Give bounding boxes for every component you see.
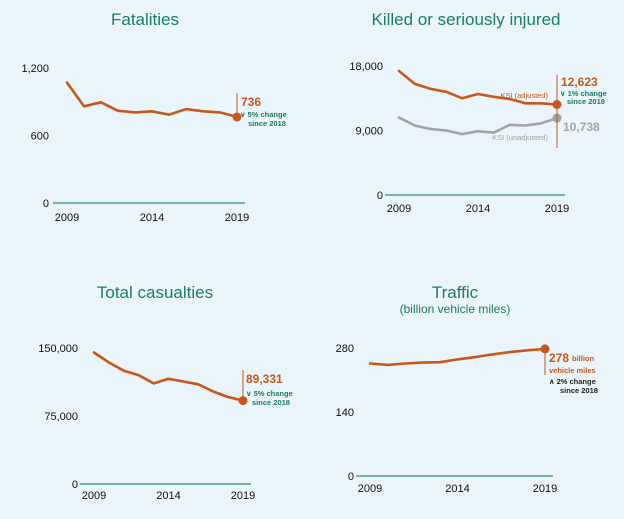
y-tick-label: 140 <box>336 407 354 419</box>
end-value-label: 278 <box>549 351 569 365</box>
change-label-since: since 2018 <box>567 97 605 106</box>
chart-title: Killed or seriously injured <box>372 10 561 29</box>
x-tick-label: 2019 <box>533 483 557 495</box>
series-line <box>397 69 559 106</box>
change-label: ∨ 5% change <box>240 110 287 119</box>
series-line <box>397 116 559 136</box>
change-label-since: since 2018 <box>252 398 290 407</box>
series-label-adjusted: KSI (adjusted) <box>500 91 548 100</box>
x-tick-label: 2014 <box>156 490 180 502</box>
series-line <box>368 347 547 367</box>
y-tick-label: 0 <box>43 198 49 210</box>
value-unit-line1: billion <box>572 354 594 363</box>
y-tick-label: 75,000 <box>44 411 78 423</box>
change-label: ∨ 5% change <box>246 389 293 398</box>
change-label: ∧ 2% change <box>549 377 596 386</box>
x-tick-label: 2014 <box>445 483 469 495</box>
grey-end-value-label: 10,738 <box>563 120 600 134</box>
chart-panel-3: Total casualties 150,000 75,000 0 2009 2014 20… <box>38 283 293 502</box>
x-tick-label: 2009 <box>358 483 382 495</box>
y-tick-label: 600 <box>31 131 49 143</box>
x-tick-label: 2009 <box>82 490 106 502</box>
chart-subtitle: (billion vehicle miles) <box>400 302 511 316</box>
chart-panel-2: Killed or seriously injured18,0009,00002… <box>349 10 606 215</box>
series-label-unadjusted: KSI (unadjusted) <box>492 133 548 142</box>
x-tick-label: 2014 <box>140 212 164 224</box>
end-value-label: 89,331 <box>246 372 283 386</box>
end-value-label: 12,623 <box>561 75 598 89</box>
x-tick-label: 2019 <box>545 203 569 215</box>
chart-panel-4: Traffic(billion vehicle miles) 280 140 0 200… <box>336 283 598 495</box>
y-tick-label: 9,000 <box>355 126 383 138</box>
change-label: ∨ 1% change <box>560 89 607 98</box>
change-label-since: since 2018 <box>560 386 598 395</box>
y-tick-label: 0 <box>377 190 383 202</box>
x-tick-label: 2019 <box>231 490 255 502</box>
series-line <box>65 81 239 119</box>
value-unit-line2: vehicle miles <box>549 366 596 375</box>
series-line <box>92 351 245 402</box>
y-tick-label: 280 <box>336 343 354 355</box>
y-tick-label: 1,200 <box>21 63 49 75</box>
chart-title: Traffic <box>432 283 479 302</box>
change-label-since: since 2018 <box>248 119 286 128</box>
x-tick-label: 2009 <box>387 203 411 215</box>
y-tick-label: 0 <box>348 471 354 483</box>
x-tick-label: 2009 <box>55 212 79 224</box>
end-value-label: 736 <box>241 95 261 109</box>
y-tick-label: 0 <box>72 479 78 491</box>
chart-panel-1: Fatalities 1,200 600 0 2009 2014 2019 736∨ 5% c… <box>21 10 286 224</box>
x-tick-label: 2019 <box>225 212 249 224</box>
y-tick-label: 150,000 <box>38 343 78 355</box>
y-tick-label: 18,000 <box>349 61 383 73</box>
x-tick-label: 2014 <box>466 203 490 215</box>
chart-title: Total casualties <box>97 283 213 302</box>
chart-title: Fatalities <box>111 10 179 29</box>
